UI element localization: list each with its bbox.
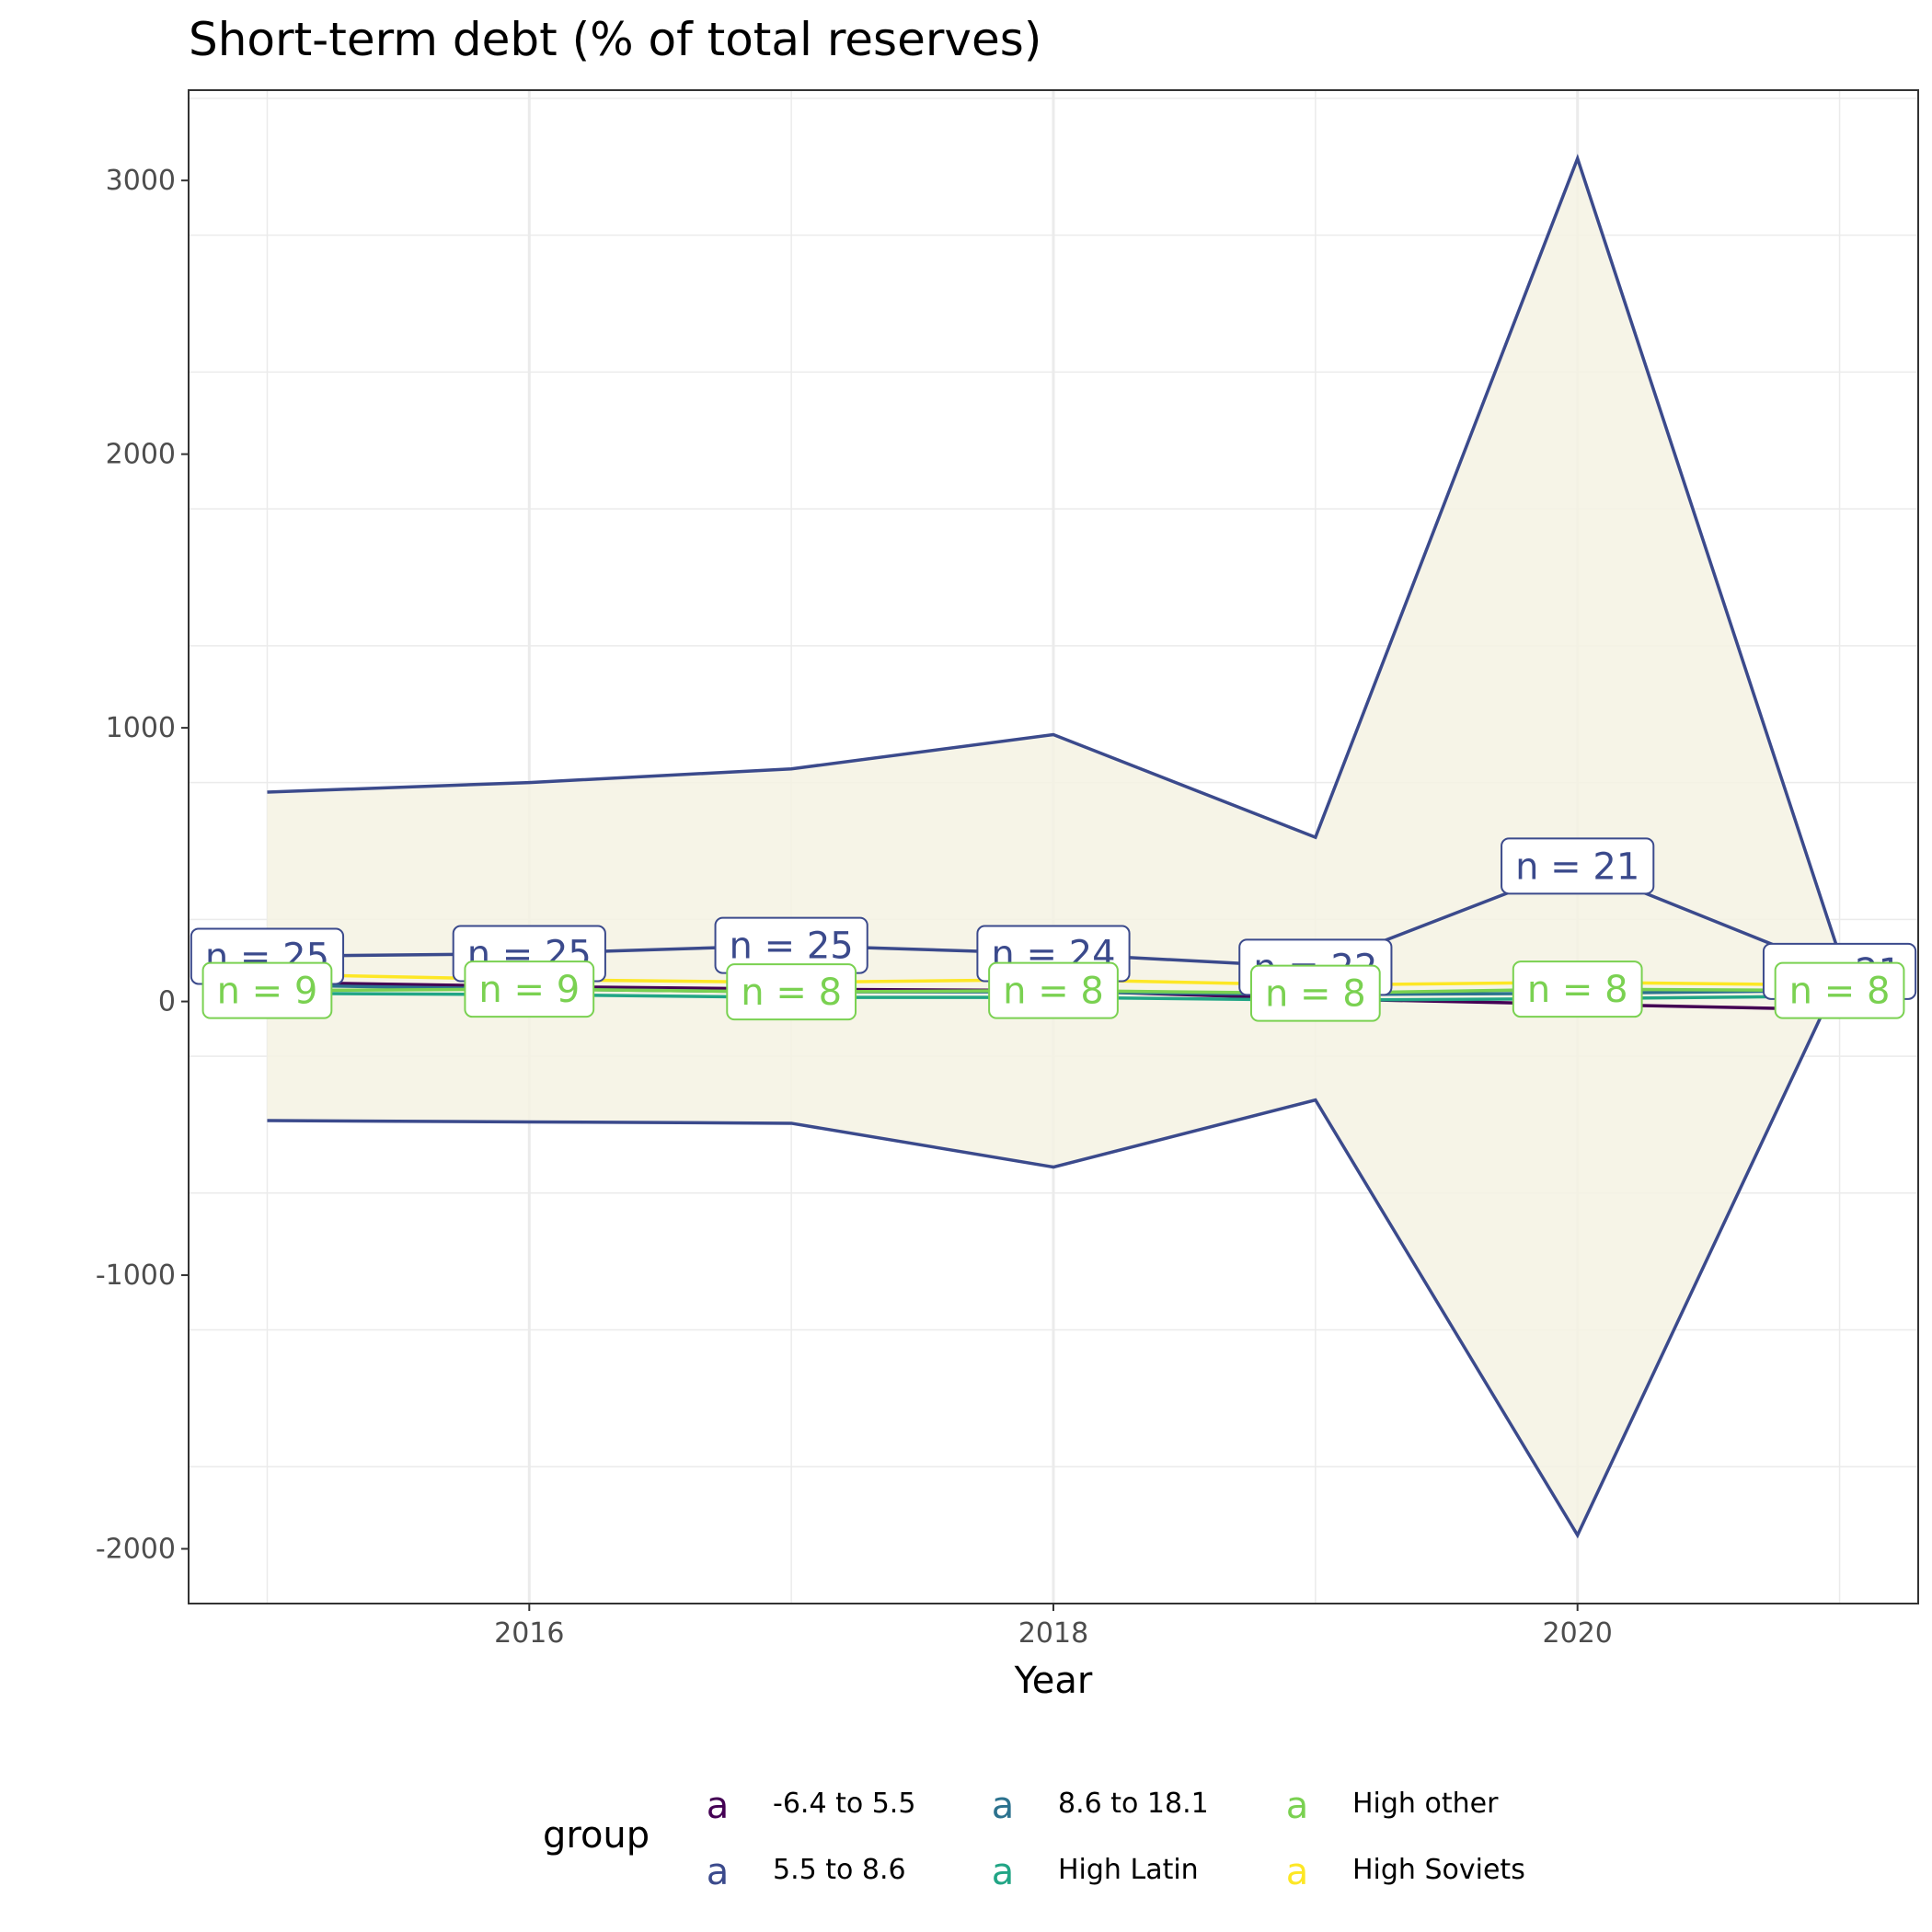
y-tick-label: 2000 xyxy=(106,439,176,471)
legend-title: group xyxy=(543,1814,650,1857)
range-band xyxy=(267,158,1840,1535)
n-label-text: n = 8 xyxy=(1265,973,1366,1016)
n-label-high-other: n = 8 xyxy=(726,963,857,1021)
y-tick-label: -2000 xyxy=(96,1534,176,1566)
n-label-box xyxy=(1501,837,1655,895)
legend-key: a xyxy=(707,1785,730,1827)
band-upper-line xyxy=(267,154,1842,956)
x-tick-label: 2016 xyxy=(494,1617,564,1650)
n-label-box xyxy=(726,963,857,1021)
legend-label: High Latin xyxy=(1058,1854,1199,1886)
band-lower-line xyxy=(267,976,1842,1539)
legend-key: a xyxy=(992,1851,1015,1893)
n-label-text: n = 21 xyxy=(1515,845,1639,888)
legend-item-5-5-to-8-6: a 5.5 to 8.6 xyxy=(707,1851,906,1893)
n-label-box xyxy=(988,961,1119,1019)
n-label-5-5-to-8-6: n = 21 xyxy=(1501,837,1655,895)
legend-item-6-4-to-5-5: a -6.4 to 5.5 xyxy=(707,1785,916,1827)
n-label-high-other: n = 8 xyxy=(1774,961,1905,1019)
legend-label: High Soviets xyxy=(1352,1854,1525,1886)
n-label-text: n = 25 xyxy=(730,926,854,968)
n-label-high-other: n = 8 xyxy=(988,961,1119,1019)
y-tick-label: -1000 xyxy=(96,1259,176,1292)
n-label-text: n = 9 xyxy=(478,969,580,1011)
n-label-high-other: n = 8 xyxy=(1249,964,1381,1022)
n-label-high-other: n = 9 xyxy=(464,960,595,1018)
legend-item-high-soviets: a High Soviets xyxy=(1286,1851,1525,1893)
n-label-text: n = 8 xyxy=(1003,971,1104,1013)
n-labels: n = 25n = 25n = 25n = 24n = 22n = 21n = … xyxy=(190,837,1917,1022)
legend-key: a xyxy=(1286,1851,1309,1893)
n-label-text: n = 9 xyxy=(217,971,318,1013)
y-tick-label: 3000 xyxy=(106,165,176,197)
legend-key: a xyxy=(707,1851,730,1893)
n-label-5-5-to-8-6: n = 25 xyxy=(714,916,868,974)
legend-item-high-other: a High other xyxy=(1286,1785,1499,1827)
band-layer xyxy=(267,154,1842,1539)
legend-label: High other xyxy=(1352,1788,1499,1820)
legend-item-8-6-to-18-1: a 8.6 to 18.1 xyxy=(992,1785,1209,1827)
chart-title: Short-term debt (% of total reserves) xyxy=(189,13,1041,66)
legend-key: a xyxy=(1286,1785,1309,1827)
n-label-box xyxy=(1249,964,1381,1022)
legend-label: -6.4 to 5.5 xyxy=(773,1788,915,1820)
n-label-text: n = 8 xyxy=(741,972,842,1014)
axis-ticks: -2000 -1000 0 1000 2000 3000 2016 2018 2020 xyxy=(96,165,1613,1650)
x-axis-title: Year xyxy=(1014,1660,1093,1702)
n-label-text: n = 8 xyxy=(1789,971,1891,1013)
x-tick-label: 2018 xyxy=(1018,1617,1088,1650)
n-label-box xyxy=(201,961,333,1019)
n-label-text: n = 8 xyxy=(1527,969,1628,1011)
n-label-box xyxy=(1512,960,1643,1018)
legend-label: 5.5 to 8.6 xyxy=(773,1854,906,1886)
legend-key: a xyxy=(992,1785,1015,1827)
n-label-high-other: n = 8 xyxy=(1512,960,1643,1018)
legend-label: 8.6 to 18.1 xyxy=(1058,1788,1209,1820)
legend: group a -6.4 to 5.5 a 5.5 to 8.6 a 8.6 to 18.… xyxy=(543,1785,1525,1893)
n-label-high-other: n = 9 xyxy=(201,961,333,1019)
legend-item-high-latin: a High Latin xyxy=(992,1851,1199,1893)
n-label-box xyxy=(1774,961,1905,1019)
y-tick-label: 1000 xyxy=(106,712,176,744)
x-tick-label: 2020 xyxy=(1543,1617,1613,1650)
y-tick-label: 0 xyxy=(158,986,176,1018)
n-label-box xyxy=(464,960,595,1018)
